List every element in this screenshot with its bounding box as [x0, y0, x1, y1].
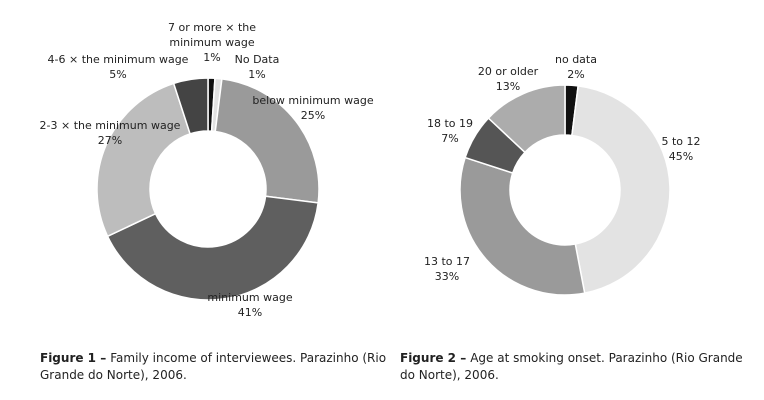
donut-segment: [172, 77, 209, 135]
category-label: 13 to 17: [423, 255, 471, 268]
caption-label: Figure 2 –: [400, 351, 467, 365]
donut-segment: [459, 156, 586, 296]
slice-label: minimum wage 41%: [200, 290, 300, 320]
caption: Figure 2 – Age at smoking onset. Parazinh…: [400, 350, 750, 384]
donut-segment: [214, 78, 320, 204]
slice-label: below minimum wage 25%: [248, 93, 378, 123]
category-label: minimum wage: [207, 291, 293, 304]
slice-label: 4-6 × the minimum wage 5%: [43, 52, 193, 82]
value-label: 13%: [495, 80, 521, 93]
value-label: 25%: [300, 109, 326, 122]
value-label: 41%: [237, 306, 263, 319]
slice-label: 5 to 12 45%: [651, 134, 711, 164]
category-label: No Data: [234, 53, 280, 66]
donut-segment: [571, 84, 671, 295]
slice-label: 20 or older 13%: [468, 64, 548, 94]
value-label: 1%: [203, 51, 221, 64]
category-label: 18 to 19: [426, 117, 474, 130]
value-label: 7%: [441, 132, 459, 145]
category-label: 2-3 × the minimum wage: [39, 119, 181, 132]
value-label: 45%: [668, 150, 694, 163]
slice-label: no data 2%: [541, 52, 611, 82]
slice-label: 2-3 × the minimum wage 27%: [35, 118, 185, 148]
donut-segment: [96, 82, 192, 238]
donut-segment: [487, 84, 566, 154]
slice-label: 7 or more × the minimum wage 1%: [157, 20, 267, 65]
value-label: 5%: [109, 68, 127, 81]
category-label: below minimum wage: [252, 94, 374, 107]
value-label: 27%: [97, 134, 123, 147]
value-label: 1%: [248, 68, 266, 81]
category-label: 7 or more × the minimum wage: [168, 21, 256, 49]
slice-label: No Data 1%: [227, 52, 287, 82]
category-label: 5 to 12: [661, 135, 701, 148]
category-label: no data: [555, 53, 597, 66]
caption-text: Family income of interviewees. Parazinho…: [40, 351, 387, 382]
caption-label: Figure 1 –: [40, 351, 107, 365]
value-label: 33%: [434, 270, 460, 283]
donut-segment: [106, 195, 319, 301]
category-label: 20 or older: [477, 65, 539, 78]
slice-label: 13 to 17 33%: [417, 254, 477, 284]
caption-text: Age at smoking onset. Parazinho (Rio Gra…: [400, 351, 743, 382]
category-label: 4-6 × the minimum wage: [47, 53, 189, 66]
caption: Figure 1 – Family income of interviewees.…: [40, 350, 390, 384]
value-label: 2%: [567, 68, 585, 81]
slice-label: 18 to 19 7%: [420, 116, 480, 146]
